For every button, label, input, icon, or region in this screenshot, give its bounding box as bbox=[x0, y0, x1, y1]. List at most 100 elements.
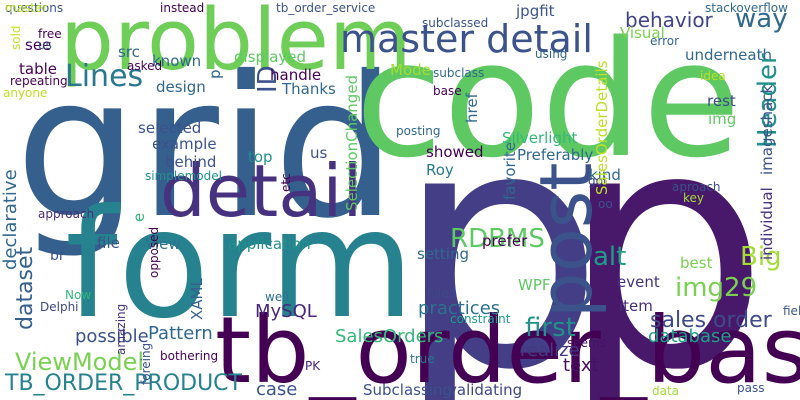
cloud-word: idea bbox=[700, 69, 726, 83]
cloud-word: design bbox=[156, 78, 206, 96]
cloud-word: oo bbox=[598, 197, 613, 211]
cloud-word: true bbox=[410, 352, 435, 366]
cloud-word: Lines bbox=[65, 59, 144, 94]
cloud-word: Preferably bbox=[517, 146, 594, 164]
cloud-word: ViewModel bbox=[15, 348, 145, 376]
cloud-word: asked bbox=[127, 59, 163, 73]
cloud-word: constraint bbox=[450, 312, 511, 326]
cloud-word: showed bbox=[426, 143, 484, 161]
cloud-word: possible bbox=[75, 326, 149, 347]
cloud-word: top bbox=[248, 148, 273, 166]
cloud-word: base bbox=[433, 84, 462, 98]
cloud-word: foreing bbox=[139, 342, 153, 385]
cloud-word: opposed bbox=[147, 226, 161, 278]
cloud-word: handle bbox=[270, 66, 322, 84]
cloud-word: event bbox=[617, 273, 660, 291]
cloud-word: Delphi bbox=[40, 300, 79, 314]
cloud-word: prefer bbox=[482, 232, 528, 250]
cloud-word: p bbox=[395, 58, 605, 400]
cloud-word: displayed bbox=[234, 48, 307, 66]
cloud-word: posting bbox=[396, 124, 441, 138]
cloud-word: data bbox=[652, 384, 680, 398]
cloud-word: p bbox=[206, 69, 224, 79]
cloud-word: TB_ORDER_PRODUCT bbox=[5, 371, 242, 396]
cloud-word: error bbox=[650, 34, 680, 48]
cloud-word: img bbox=[708, 110, 737, 128]
cloud-word: problem bbox=[60, 0, 412, 90]
cloud-word: SalesOrders bbox=[335, 326, 444, 347]
cloud-word: Now bbox=[65, 288, 92, 302]
cloud-word: declarative bbox=[0, 169, 21, 270]
cloud-word: example bbox=[152, 135, 217, 153]
cloud-word: jpgfit bbox=[516, 2, 555, 20]
cloud-word: selected bbox=[138, 119, 202, 137]
cloud-word: detail bbox=[160, 149, 363, 233]
cloud-word: stackoverflow bbox=[705, 1, 788, 15]
cloud-word: code bbox=[355, 6, 741, 193]
cloud-word: key bbox=[683, 191, 705, 205]
cloud-word: RDBMS bbox=[450, 224, 545, 254]
cloud-word: master bbox=[5, 1, 48, 15]
cloud-word: Roy bbox=[426, 161, 454, 179]
cloud-word: href bbox=[463, 93, 481, 123]
cloud-word: filled bbox=[427, 286, 457, 300]
cloud-word: validating bbox=[448, 381, 523, 399]
cloud-word: got bbox=[588, 174, 608, 188]
cloud-word: application bbox=[228, 235, 311, 253]
cloud-word: individual bbox=[758, 187, 776, 260]
cloud-word: bothering bbox=[160, 349, 219, 363]
cloud-word: questions bbox=[5, 1, 64, 15]
cloud-word: behind bbox=[165, 153, 217, 171]
cloud-word: subclassed bbox=[422, 16, 489, 30]
cloud-word: known bbox=[152, 52, 202, 70]
cloud-word: br bbox=[50, 248, 65, 264]
cloud-word: item bbox=[619, 297, 653, 315]
cloud-word: View bbox=[145, 235, 181, 253]
cloud-word: Subclassing bbox=[363, 381, 452, 399]
cloud-word: SelectionChanged bbox=[343, 74, 361, 211]
cloud-word: kind bbox=[589, 166, 621, 184]
cloud-word: behavior bbox=[625, 8, 713, 32]
cloud-word: seems bbox=[567, 336, 606, 350]
cloud-word: tb_order_base bbox=[215, 297, 800, 400]
cloud-word: p bbox=[560, 58, 770, 400]
cloud-word: text bbox=[563, 355, 599, 376]
cloud-word: Big bbox=[740, 242, 782, 272]
cloud-word: case bbox=[256, 379, 298, 400]
cloud-word: first bbox=[525, 313, 576, 343]
cloud-word: subclass bbox=[433, 66, 485, 80]
cloud-word: PK bbox=[305, 359, 321, 373]
cloud-word: XAML bbox=[188, 278, 206, 320]
cloud-word: favorite bbox=[501, 142, 519, 200]
cloud-word: Mode bbox=[390, 61, 431, 79]
cloud-word: sold bbox=[9, 25, 23, 50]
cloud-word: tb_order_service bbox=[276, 1, 376, 15]
cloud-word: field bbox=[783, 304, 800, 318]
cloud-word: imageshack bbox=[758, 84, 776, 175]
cloud-word: amazing bbox=[114, 303, 128, 355]
cloud-word: aproach bbox=[672, 180, 721, 194]
cloud-word: instead bbox=[160, 1, 205, 15]
cloud-word: realize bbox=[520, 340, 580, 361]
cloud-word: grid bbox=[15, 34, 397, 261]
cloud-word: etc bbox=[279, 173, 293, 192]
cloud-word: using bbox=[535, 47, 568, 61]
cloud-word: Pattern bbox=[148, 323, 213, 344]
cloud-word: underneath bbox=[685, 46, 772, 64]
cloud-word: see bbox=[25, 36, 52, 54]
cloud-word: rest bbox=[707, 92, 736, 110]
cloud-word: WPF bbox=[518, 276, 551, 294]
cloud-word: table bbox=[19, 60, 57, 78]
cloud-word: database bbox=[648, 326, 732, 347]
cloud-word: simplemodel bbox=[145, 169, 222, 183]
cloud-word: best bbox=[680, 254, 713, 272]
cloud-word: master detail bbox=[340, 17, 593, 61]
cloud-word: src bbox=[118, 43, 140, 61]
cloud-word: img29 bbox=[675, 273, 758, 303]
cloud-word: alt bbox=[593, 242, 627, 272]
cloud-word: us bbox=[38, 38, 52, 52]
cloud-word: Thanks bbox=[282, 80, 336, 98]
cloud-word: Visual bbox=[620, 24, 665, 42]
cloud-word: approach bbox=[38, 207, 95, 221]
